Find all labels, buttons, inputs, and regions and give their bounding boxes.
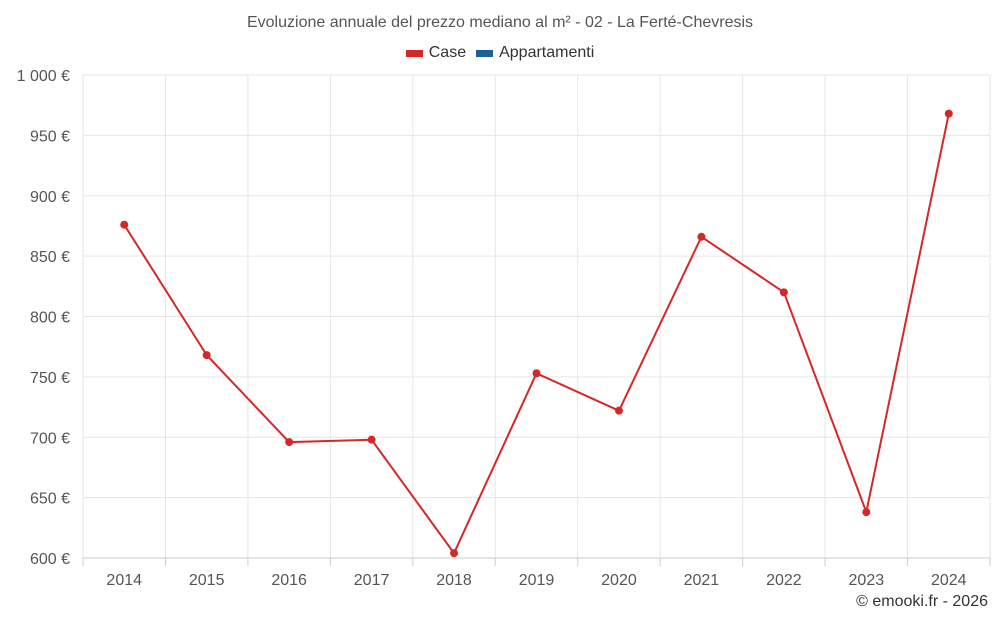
y-tick-label: 650 € xyxy=(30,491,70,508)
legend: Case Appartamenti xyxy=(0,44,1000,62)
y-tick-label: 600 € xyxy=(30,551,70,568)
data-point xyxy=(614,406,623,415)
data-point xyxy=(120,220,129,229)
legend-item-appartamenti[interactable]: Appartamenti xyxy=(476,44,594,62)
legend-item-case[interactable]: Case xyxy=(405,44,467,62)
data-point xyxy=(944,109,953,118)
x-tick-label: 2014 xyxy=(106,572,142,589)
y-tick-label: 850 € xyxy=(30,249,70,266)
data-point xyxy=(202,351,211,360)
y-tick-label: 900 € xyxy=(30,189,70,206)
legend-swatch-case xyxy=(405,49,423,57)
data-point xyxy=(532,369,541,378)
data-point xyxy=(779,288,788,297)
x-tick-label: 2022 xyxy=(766,572,802,589)
data-point xyxy=(697,232,706,241)
y-tick-label: 800 € xyxy=(30,310,70,327)
y-tick-label: 700 € xyxy=(30,430,70,447)
legend-swatch-appartamenti xyxy=(476,49,494,57)
y-tick-label: 950 € xyxy=(30,128,70,145)
legend-label-case: Case xyxy=(428,44,467,61)
grid xyxy=(82,74,991,558)
data-point xyxy=(285,438,294,447)
series-layer xyxy=(120,109,953,558)
axes: 600 € 650 € 700 € 750 € 800 € 850 € 900 € 950 €… xyxy=(17,68,991,589)
x-tick-label: 2020 xyxy=(601,572,637,589)
credit: © emooki.fr - 2026 xyxy=(856,593,988,610)
y-tick-label: 1 000 € xyxy=(17,68,70,85)
data-point xyxy=(862,508,871,517)
x-tick-label: 2019 xyxy=(519,572,555,589)
x-tick-label: 2021 xyxy=(684,572,720,589)
data-point xyxy=(450,549,459,558)
x-tick-label: 2015 xyxy=(189,572,225,589)
data-point xyxy=(367,435,376,444)
x-tick-label: 2024 xyxy=(931,572,967,589)
x-tick-label: 2018 xyxy=(436,572,472,589)
x-tick-label: 2016 xyxy=(271,572,307,589)
x-tick-label: 2017 xyxy=(354,572,390,589)
legend-label-appartamenti: Appartamenti xyxy=(499,44,595,61)
x-tick-label: 2023 xyxy=(849,572,885,589)
y-tick-label: 750 € xyxy=(30,370,70,387)
chart-title: Evoluzione annuale del prezzo mediano al… xyxy=(246,14,754,31)
